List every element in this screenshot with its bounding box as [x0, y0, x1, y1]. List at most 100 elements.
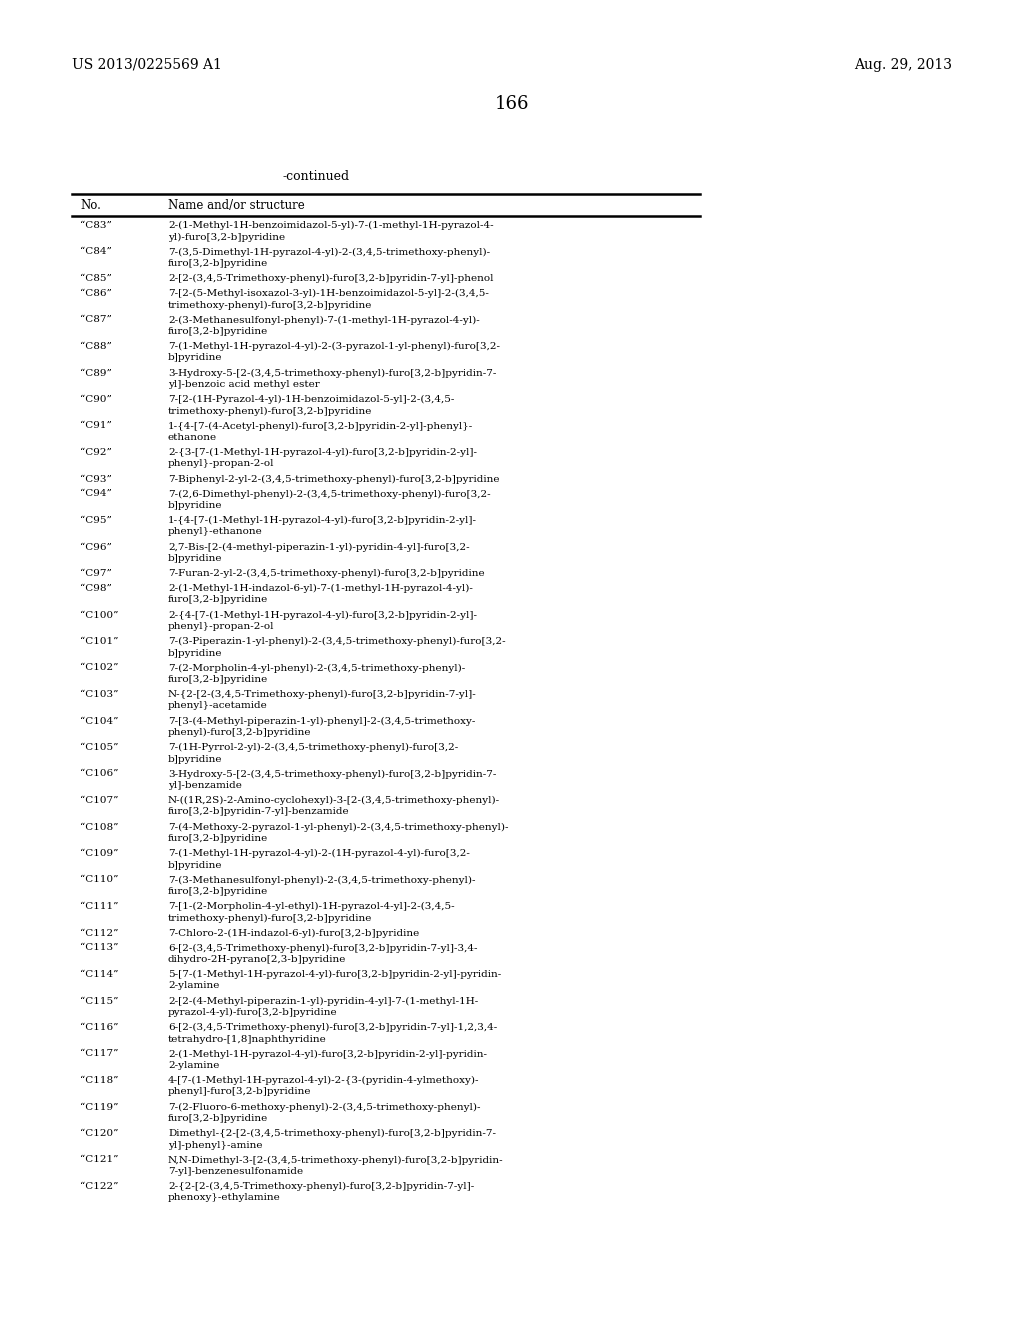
Text: 1-{4-[7-(1-Methyl-1H-pyrazol-4-yl)-furo[3,2-b]pyridin-2-yl]-: 1-{4-[7-(1-Methyl-1H-pyrazol-4-yl)-furo[…	[168, 516, 477, 525]
Text: b]pyridine: b]pyridine	[168, 755, 222, 763]
Text: 7-(2,6-Dimethyl-phenyl)-2-(3,4,5-trimethoxy-phenyl)-furo[3,2-: 7-(2,6-Dimethyl-phenyl)-2-(3,4,5-trimeth…	[168, 490, 490, 499]
Text: “C95”: “C95”	[80, 516, 112, 525]
Text: 7-[2-(5-Methyl-isoxazol-3-yl)-1H-benzoimidazol-5-yl]-2-(3,4,5-: 7-[2-(5-Methyl-isoxazol-3-yl)-1H-benzoim…	[168, 289, 488, 298]
Text: “C108”: “C108”	[80, 822, 119, 832]
Text: “C109”: “C109”	[80, 849, 119, 858]
Text: 4-[7-(1-Methyl-1H-pyrazol-4-yl)-2-{3-(pyridin-4-ylmethoxy)-: 4-[7-(1-Methyl-1H-pyrazol-4-yl)-2-{3-(py…	[168, 1076, 479, 1085]
Text: 6-[2-(3,4,5-Trimethoxy-phenyl)-furo[3,2-b]pyridin-7-yl]-3,4-: 6-[2-(3,4,5-Trimethoxy-phenyl)-furo[3,2-…	[168, 944, 477, 953]
Text: “C118”: “C118”	[80, 1076, 119, 1085]
Text: 166: 166	[495, 95, 529, 114]
Text: “C101”: “C101”	[80, 638, 119, 645]
Text: “C120”: “C120”	[80, 1129, 119, 1138]
Text: phenyl]-furo[3,2-b]pyridine: phenyl]-furo[3,2-b]pyridine	[168, 1088, 311, 1097]
Text: “C89”: “C89”	[80, 368, 112, 378]
Text: “C113”: “C113”	[80, 944, 119, 953]
Text: 7-(1-Methyl-1H-pyrazol-4-yl)-2-(1H-pyrazol-4-yl)-furo[3,2-: 7-(1-Methyl-1H-pyrazol-4-yl)-2-(1H-pyraz…	[168, 849, 470, 858]
Text: “C92”: “C92”	[80, 447, 112, 457]
Text: phenyl}-propan-2-ol: phenyl}-propan-2-ol	[168, 622, 274, 631]
Text: “C93”: “C93”	[80, 474, 112, 483]
Text: 7-[2-(1H-Pyrazol-4-yl)-1H-benzoimidazol-5-yl]-2-(3,4,5-: 7-[2-(1H-Pyrazol-4-yl)-1H-benzoimidazol-…	[168, 395, 455, 404]
Text: “C104”: “C104”	[80, 717, 119, 726]
Text: furo[3,2-b]pyridine: furo[3,2-b]pyridine	[168, 675, 268, 684]
Text: N-((1R,2S)-2-Amino-cyclohexyl)-3-[2-(3,4,5-trimethoxy-phenyl)-: N-((1R,2S)-2-Amino-cyclohexyl)-3-[2-(3,4…	[168, 796, 500, 805]
Text: No.: No.	[80, 199, 101, 213]
Text: “C97”: “C97”	[80, 569, 112, 578]
Text: “C114”: “C114”	[80, 970, 119, 979]
Text: 3-Hydroxy-5-[2-(3,4,5-trimethoxy-phenyl)-furo[3,2-b]pyridin-7-: 3-Hydroxy-5-[2-(3,4,5-trimethoxy-phenyl)…	[168, 368, 497, 378]
Text: “C98”: “C98”	[80, 583, 112, 593]
Text: 7-(2-Morpholin-4-yl-phenyl)-2-(3,4,5-trimethoxy-phenyl)-: 7-(2-Morpholin-4-yl-phenyl)-2-(3,4,5-tri…	[168, 664, 465, 673]
Text: “C117”: “C117”	[80, 1049, 119, 1059]
Text: Name and/or structure: Name and/or structure	[168, 199, 305, 213]
Text: “C94”: “C94”	[80, 490, 112, 499]
Text: 7-(3-Methanesulfonyl-phenyl)-2-(3,4,5-trimethoxy-phenyl)-: 7-(3-Methanesulfonyl-phenyl)-2-(3,4,5-tr…	[168, 875, 475, 884]
Text: 2,7-Bis-[2-(4-methyl-piperazin-1-yl)-pyridin-4-yl]-furo[3,2-: 2,7-Bis-[2-(4-methyl-piperazin-1-yl)-pyr…	[168, 543, 470, 552]
Text: “C122”: “C122”	[80, 1181, 119, 1191]
Text: “C88”: “C88”	[80, 342, 112, 351]
Text: “C116”: “C116”	[80, 1023, 119, 1032]
Text: dihydro-2H-pyrano[2,3-b]pyridine: dihydro-2H-pyrano[2,3-b]pyridine	[168, 954, 346, 964]
Text: furo[3,2-b]pyridin-7-yl]-benzamide: furo[3,2-b]pyridin-7-yl]-benzamide	[168, 808, 349, 817]
Text: furo[3,2-b]pyridine: furo[3,2-b]pyridine	[168, 887, 268, 896]
Text: 2-[2-(4-Methyl-piperazin-1-yl)-pyridin-4-yl]-7-(1-methyl-1H-: 2-[2-(4-Methyl-piperazin-1-yl)-pyridin-4…	[168, 997, 478, 1006]
Text: 7-(3-Piperazin-1-yl-phenyl)-2-(3,4,5-trimethoxy-phenyl)-furo[3,2-: 7-(3-Piperazin-1-yl-phenyl)-2-(3,4,5-tri…	[168, 638, 506, 645]
Text: b]pyridine: b]pyridine	[168, 354, 222, 363]
Text: 2-{4-[7-(1-Methyl-1H-pyrazol-4-yl)-furo[3,2-b]pyridin-2-yl]-: 2-{4-[7-(1-Methyl-1H-pyrazol-4-yl)-furo[…	[168, 610, 477, 619]
Text: furo[3,2-b]pyridine: furo[3,2-b]pyridine	[168, 327, 268, 337]
Text: “C83”: “C83”	[80, 220, 112, 230]
Text: yl]-benzamide: yl]-benzamide	[168, 781, 242, 789]
Text: 7-Chloro-2-(1H-indazol-6-yl)-furo[3,2-b]pyridine: 7-Chloro-2-(1H-indazol-6-yl)-furo[3,2-b]…	[168, 928, 419, 937]
Text: “C91”: “C91”	[80, 421, 112, 430]
Text: 7-Biphenyl-2-yl-2-(3,4,5-trimethoxy-phenyl)-furo[3,2-b]pyridine: 7-Biphenyl-2-yl-2-(3,4,5-trimethoxy-phen…	[168, 474, 500, 483]
Text: 2-ylamine: 2-ylamine	[168, 1061, 219, 1071]
Text: 7-(2-Fluoro-6-methoxy-phenyl)-2-(3,4,5-trimethoxy-phenyl)-: 7-(2-Fluoro-6-methoxy-phenyl)-2-(3,4,5-t…	[168, 1102, 480, 1111]
Text: tetrahydro-[1,8]naphthyridine: tetrahydro-[1,8]naphthyridine	[168, 1035, 327, 1044]
Text: “C106”: “C106”	[80, 770, 119, 779]
Text: 7-(4-Methoxy-2-pyrazol-1-yl-phenyl)-2-(3,4,5-trimethoxy-phenyl)-: 7-(4-Methoxy-2-pyrazol-1-yl-phenyl)-2-(3…	[168, 822, 509, 832]
Text: 2-(1-Methyl-1H-benzoimidazol-5-yl)-7-(1-methyl-1H-pyrazol-4-: 2-(1-Methyl-1H-benzoimidazol-5-yl)-7-(1-…	[168, 220, 494, 230]
Text: 7-Furan-2-yl-2-(3,4,5-trimethoxy-phenyl)-furo[3,2-b]pyridine: 7-Furan-2-yl-2-(3,4,5-trimethoxy-phenyl)…	[168, 569, 484, 578]
Text: b]pyridine: b]pyridine	[168, 502, 222, 510]
Text: “C119”: “C119”	[80, 1102, 119, 1111]
Text: phenyl}-propan-2-ol: phenyl}-propan-2-ol	[168, 459, 274, 469]
Text: “C121”: “C121”	[80, 1155, 119, 1164]
Text: phenyl}-ethanone: phenyl}-ethanone	[168, 528, 263, 536]
Text: b]pyridine: b]pyridine	[168, 861, 222, 870]
Text: “C85”: “C85”	[80, 275, 112, 282]
Text: 7-(3,5-Dimethyl-1H-pyrazol-4-yl)-2-(3,4,5-trimethoxy-phenyl)-: 7-(3,5-Dimethyl-1H-pyrazol-4-yl)-2-(3,4,…	[168, 248, 490, 256]
Text: Aug. 29, 2013: Aug. 29, 2013	[854, 58, 952, 73]
Text: US 2013/0225569 A1: US 2013/0225569 A1	[72, 58, 222, 73]
Text: “C105”: “C105”	[80, 743, 119, 752]
Text: furo[3,2-b]pyridine: furo[3,2-b]pyridine	[168, 595, 268, 605]
Text: “C87”: “C87”	[80, 315, 112, 325]
Text: 7-[3-(4-Methyl-piperazin-1-yl)-phenyl]-2-(3,4,5-trimethoxy-: 7-[3-(4-Methyl-piperazin-1-yl)-phenyl]-2…	[168, 717, 475, 726]
Text: phenoxy}-ethylamine: phenoxy}-ethylamine	[168, 1193, 281, 1203]
Text: furo[3,2-b]pyridine: furo[3,2-b]pyridine	[168, 259, 268, 268]
Text: “C103”: “C103”	[80, 690, 119, 700]
Text: “C86”: “C86”	[80, 289, 112, 298]
Text: 2-{3-[7-(1-Methyl-1H-pyrazol-4-yl)-furo[3,2-b]pyridin-2-yl]-: 2-{3-[7-(1-Methyl-1H-pyrazol-4-yl)-furo[…	[168, 447, 477, 457]
Text: yl]-phenyl}-amine: yl]-phenyl}-amine	[168, 1140, 262, 1150]
Text: 3-Hydroxy-5-[2-(3,4,5-trimethoxy-phenyl)-furo[3,2-b]pyridin-7-: 3-Hydroxy-5-[2-(3,4,5-trimethoxy-phenyl)…	[168, 770, 497, 779]
Text: “C100”: “C100”	[80, 610, 119, 619]
Text: “C96”: “C96”	[80, 543, 112, 552]
Text: “C111”: “C111”	[80, 902, 119, 911]
Text: b]pyridine: b]pyridine	[168, 554, 222, 564]
Text: 6-[2-(3,4,5-Trimethoxy-phenyl)-furo[3,2-b]pyridin-7-yl]-1,2,3,4-: 6-[2-(3,4,5-Trimethoxy-phenyl)-furo[3,2-…	[168, 1023, 498, 1032]
Text: “C102”: “C102”	[80, 664, 119, 672]
Text: 1-{4-[7-(4-Acetyl-phenyl)-furo[3,2-b]pyridin-2-yl]-phenyl}-: 1-{4-[7-(4-Acetyl-phenyl)-furo[3,2-b]pyr…	[168, 421, 473, 430]
Text: yl)-furo[3,2-b]pyridine: yl)-furo[3,2-b]pyridine	[168, 232, 285, 242]
Text: N-{2-[2-(3,4,5-Trimethoxy-phenyl)-furo[3,2-b]pyridin-7-yl]-: N-{2-[2-(3,4,5-Trimethoxy-phenyl)-furo[3…	[168, 690, 477, 700]
Text: 2-{2-[2-(3,4,5-Trimethoxy-phenyl)-furo[3,2-b]pyridin-7-yl]-: 2-{2-[2-(3,4,5-Trimethoxy-phenyl)-furo[3…	[168, 1181, 474, 1191]
Text: 7-(1H-Pyrrol-2-yl)-2-(3,4,5-trimethoxy-phenyl)-furo[3,2-: 7-(1H-Pyrrol-2-yl)-2-(3,4,5-trimethoxy-p…	[168, 743, 459, 752]
Text: “C110”: “C110”	[80, 875, 119, 884]
Text: “C90”: “C90”	[80, 395, 112, 404]
Text: 2-(1-Methyl-1H-pyrazol-4-yl)-furo[3,2-b]pyridin-2-yl]-pyridin-: 2-(1-Methyl-1H-pyrazol-4-yl)-furo[3,2-b]…	[168, 1049, 487, 1059]
Text: phenyl)-furo[3,2-b]pyridine: phenyl)-furo[3,2-b]pyridine	[168, 729, 311, 737]
Text: 7-(1-Methyl-1H-pyrazol-4-yl)-2-(3-pyrazol-1-yl-phenyl)-furo[3,2-: 7-(1-Methyl-1H-pyrazol-4-yl)-2-(3-pyrazo…	[168, 342, 500, 351]
Text: furo[3,2-b]pyridine: furo[3,2-b]pyridine	[168, 834, 268, 843]
Text: 5-[7-(1-Methyl-1H-pyrazol-4-yl)-furo[3,2-b]pyridin-2-yl]-pyridin-: 5-[7-(1-Methyl-1H-pyrazol-4-yl)-furo[3,2…	[168, 970, 502, 979]
Text: 2-ylamine: 2-ylamine	[168, 982, 219, 990]
Text: “C112”: “C112”	[80, 928, 119, 937]
Text: ethanone: ethanone	[168, 433, 217, 442]
